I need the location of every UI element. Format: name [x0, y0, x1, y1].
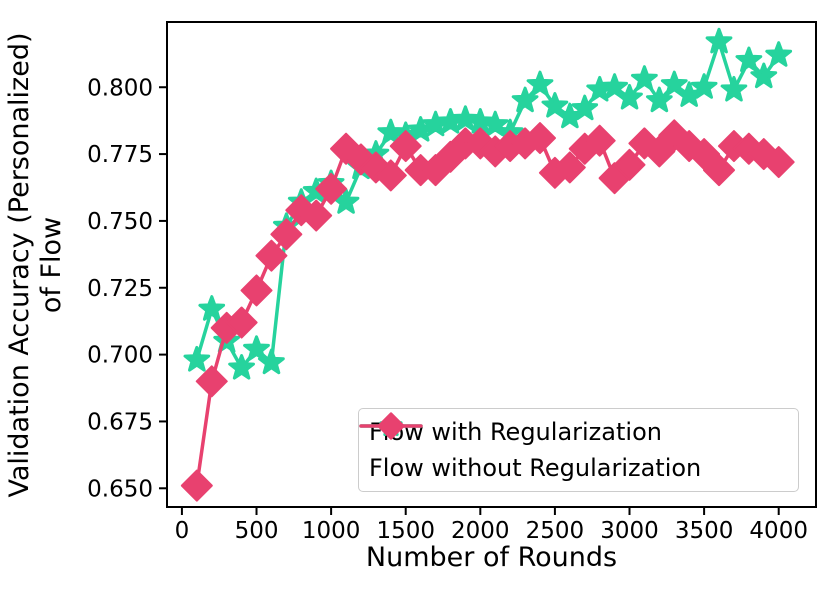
y-tick-label: 0.750: [87, 209, 153, 235]
legend-item-flow-with-regularization: Flow with Regularization: [359, 413, 798, 449]
diamond-marker: [255, 239, 288, 272]
diamond-marker: [300, 199, 333, 232]
x-tick-label: 4000: [749, 518, 808, 544]
diamond-marker: [225, 306, 258, 339]
diamond-marker: [628, 127, 661, 160]
star-marker: [183, 345, 211, 372]
star-marker: [481, 110, 509, 137]
star-marker: [660, 70, 688, 97]
x-tick-label: 500: [235, 518, 279, 544]
x-axis-label: Number of Rounds: [365, 542, 618, 573]
diamond-marker: [315, 172, 348, 205]
legend-label: Flow with Regularization: [369, 418, 662, 446]
legend-label: Flow without Regularization: [369, 454, 702, 482]
diamond-marker: [762, 146, 795, 179]
y-axis-label-line1: Validation Accuracy (Personalized): [4, 32, 35, 498]
series-without-regularization: [180, 119, 795, 502]
legend-item-flow-without-regularization: Flow without Regularization: [359, 412, 798, 485]
y-tick-label: 0.650: [87, 476, 153, 502]
diamond-marker: [195, 365, 228, 398]
star-marker: [377, 118, 405, 145]
star-marker: [198, 295, 226, 321]
y-tick-label: 0.725: [87, 276, 153, 302]
y-axis-label: Validation Accuracy (Personalized) of Fl…: [4, 0, 70, 530]
diamond-marker: [703, 154, 736, 187]
star-marker: [258, 348, 285, 375]
star-marker: [228, 354, 255, 380]
x-tick-label: 0: [175, 518, 190, 544]
star-marker: [646, 86, 673, 113]
star-marker: [526, 70, 554, 97]
star-marker: [690, 73, 718, 99]
series-with-regularization: [183, 27, 793, 380]
diamond-marker: [180, 469, 213, 502]
diamond-marker: [240, 274, 273, 307]
star-marker: [735, 46, 763, 73]
star-marker: [750, 62, 778, 89]
diamond-marker: [553, 151, 586, 184]
x-tick-label: 3500: [675, 518, 734, 544]
star-marker: [705, 27, 733, 54]
plot-spines: [166, 21, 817, 508]
y-tick-label: 0.775: [87, 142, 153, 168]
diamond-marker: [583, 124, 616, 157]
y-axis-label-line2: of Flow: [36, 216, 67, 314]
diamond-marker: [747, 138, 780, 171]
y-tick-label: 0.675: [87, 409, 153, 435]
star-marker: [601, 73, 628, 99]
star-marker: [541, 92, 569, 118]
legend: Flow with Regularization Flow without Re…: [358, 408, 799, 492]
x-tick-label: 2000: [451, 518, 510, 544]
diamond-marker: [270, 218, 303, 251]
x-tick-label: 1500: [376, 518, 435, 544]
y-tick-label: 0.800: [87, 75, 153, 101]
diamond-marker: [389, 130, 422, 163]
star-marker: [765, 41, 793, 67]
diamond-marker: [523, 122, 556, 155]
star-marker: [631, 65, 658, 91]
x-tick-label: 2500: [526, 518, 585, 544]
x-tick-label: 1000: [302, 518, 361, 544]
star-marker: [571, 94, 599, 121]
diamond-marker: [613, 148, 646, 181]
x-tick-label: 3000: [600, 518, 659, 544]
diamond-marker: [377, 412, 405, 440]
star-marker: [720, 75, 748, 102]
legend-marker-diamond-icon: [359, 412, 423, 440]
diamond-marker: [374, 159, 407, 192]
y-tick-label: 0.700: [87, 343, 153, 369]
star-marker: [616, 83, 643, 110]
star-marker: [466, 108, 494, 134]
star-marker: [452, 105, 479, 131]
diamond-marker: [359, 151, 392, 184]
star-marker: [511, 86, 539, 113]
diamond-marker: [344, 143, 377, 176]
star-marker: [243, 335, 270, 361]
